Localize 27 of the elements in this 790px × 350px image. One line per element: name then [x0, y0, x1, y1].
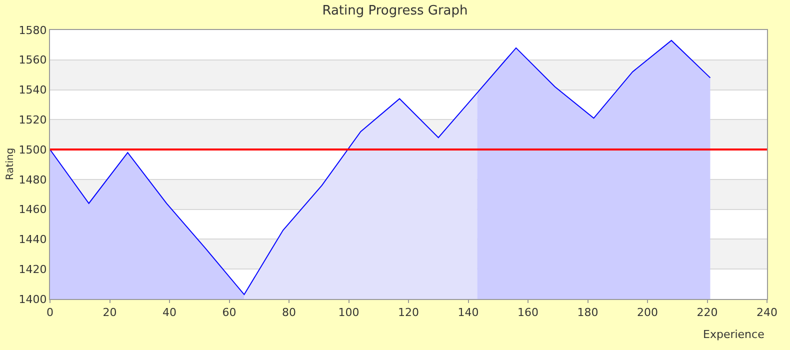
y-tick-label: 1480 [18, 173, 47, 186]
y-tick-label: 1460 [18, 203, 47, 216]
chart-title: Rating Progress Graph [322, 3, 468, 18]
y-tick-label: 1500 [18, 143, 47, 156]
x-tick-label: 220 [696, 306, 718, 320]
x-tick-label: 100 [338, 306, 360, 320]
y-tick-label: 1580 [18, 24, 47, 37]
y-tick-label: 1520 [18, 114, 47, 127]
line-series [50, 40, 711, 296]
y-tick-label: 1560 [18, 54, 47, 67]
x-tick-label: 120 [398, 306, 419, 320]
x-tick-label: 20 [102, 306, 117, 320]
y-axis-title: Rating [5, 148, 16, 180]
y-tick-label: 1540 [18, 84, 47, 97]
x-tick-label: 80 [282, 306, 296, 320]
y-tick-label: 1420 [18, 262, 47, 276]
x-tick-label: 140 [458, 306, 479, 320]
x-tick-label: 200 [637, 306, 658, 320]
x-tick-label: 0 [46, 306, 54, 320]
x-tick-label: 240 [756, 306, 778, 320]
x-tick-label: 180 [577, 306, 598, 320]
y-tick-label: 1400 [18, 292, 47, 306]
x-axis-title: Experience [703, 328, 765, 341]
x-tick-label: 60 [222, 306, 236, 320]
x-tick-label: 160 [518, 306, 538, 320]
y-tick-label: 1440 [18, 233, 47, 246]
x-tick-label: 40 [162, 306, 176, 320]
